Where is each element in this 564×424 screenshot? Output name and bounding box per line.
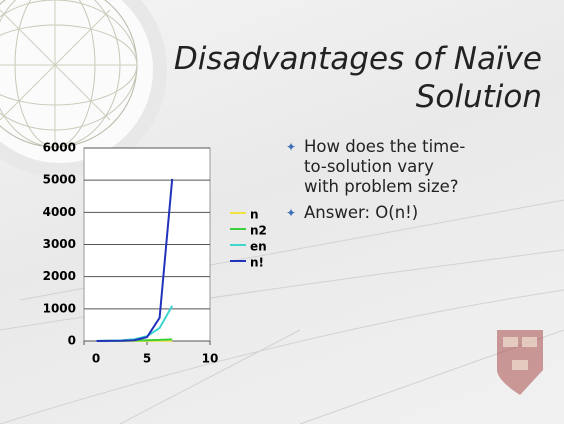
legend-label: en <box>250 240 267 254</box>
bullet: How does the time-to-solution vary with … <box>286 137 466 197</box>
y-tick-label: 1000 <box>43 301 76 315</box>
legend-label: n <box>250 208 259 222</box>
x-tick-label: 5 <box>143 352 151 366</box>
legend-label: n2 <box>250 224 267 238</box>
x-tick-label: 0 <box>92 352 100 366</box>
bullet-list: How does the time-to-solution vary with … <box>286 137 466 229</box>
title-line: Disadvantages of Naïve <box>122 40 542 78</box>
shield <box>497 330 543 395</box>
y-tick-label: 2000 <box>43 269 76 283</box>
y-tick-label: 3000 <box>43 237 76 251</box>
y-tick-label: 5000 <box>43 173 76 187</box>
bullet: Answer: O(n!) <box>286 203 466 223</box>
title-line: Solution <box>122 78 542 116</box>
legend-label: n! <box>250 256 264 270</box>
x-tick-label: 10 <box>202 352 219 366</box>
y-tick-label: 6000 <box>43 141 76 155</box>
y-tick-label: 0 <box>68 334 76 348</box>
y-tick-label: 4000 <box>43 205 76 219</box>
slide-title: Disadvantages of Naïve Solution <box>122 40 542 116</box>
slide: 0 1000 2000 3000 4000 5000 6000 0 5 10 n n2 en n! Dis… <box>0 0 564 424</box>
